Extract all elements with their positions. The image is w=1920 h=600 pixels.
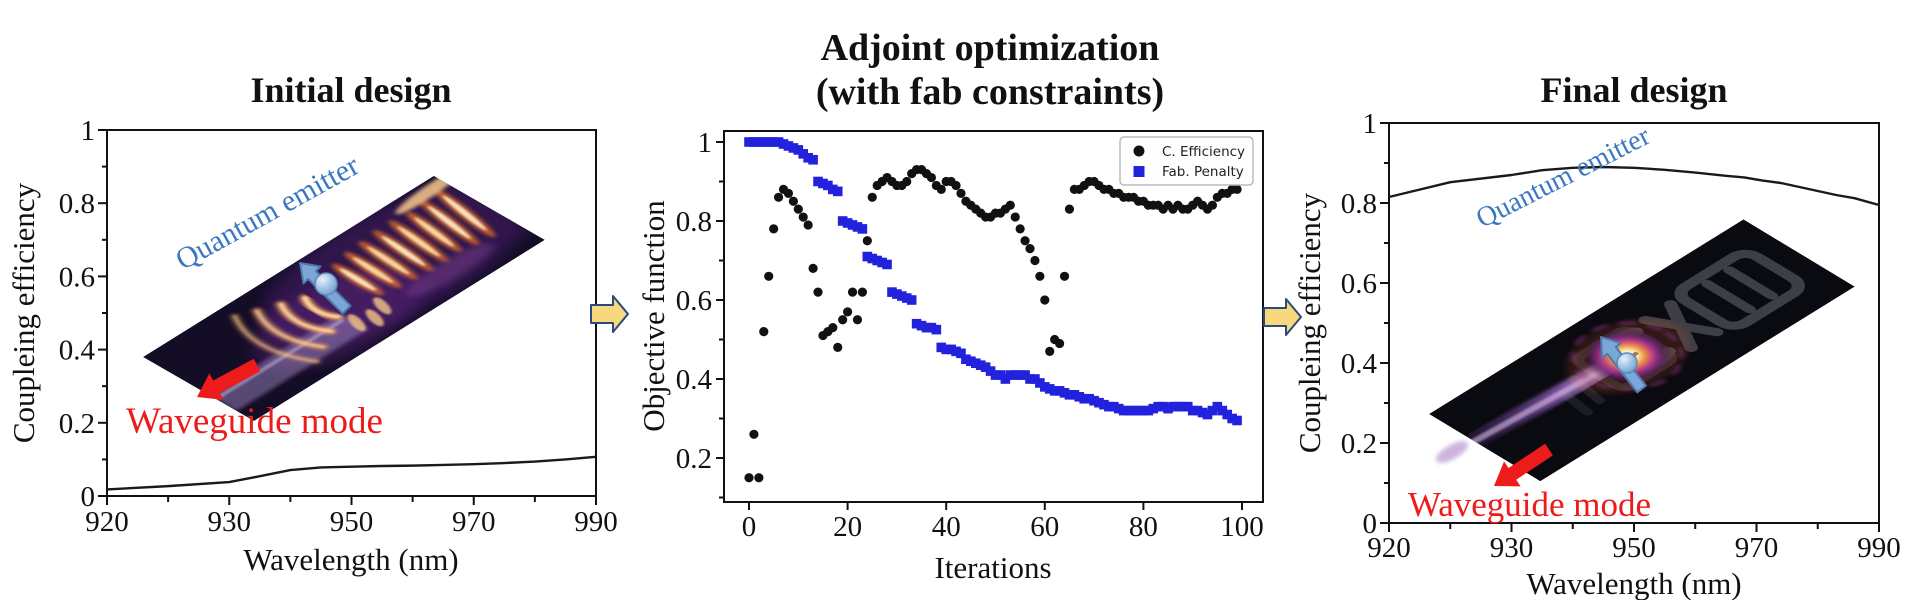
svg-text:1: 1 (81, 115, 96, 147)
svg-text:0.8: 0.8 (1341, 188, 1377, 220)
svg-text:0.2: 0.2 (59, 408, 95, 440)
svg-text:20: 20 (833, 511, 862, 543)
final-title: Final design (1540, 70, 1727, 110)
svg-text:0.8: 0.8 (676, 206, 712, 238)
svg-text:970: 970 (1735, 532, 1779, 564)
legend-label-penalty: Fab. Penalty (1162, 164, 1244, 180)
final-x-axis-label: Wavelength (nm) (1526, 566, 1741, 600)
svg-text:40: 40 (932, 511, 961, 543)
adjoint-x-axis-label: Iterations (934, 550, 1051, 585)
svg-text:0.2: 0.2 (676, 443, 712, 475)
legend-circle-marker-icon (1133, 145, 1145, 157)
final-waveguide-arrow-icon (1494, 443, 1553, 487)
svg-text:80: 80 (1129, 511, 1158, 543)
legend-square-marker-icon (1133, 166, 1145, 177)
svg-text:930: 930 (208, 506, 252, 538)
svg-text:990: 990 (574, 506, 618, 538)
svg-text:0.8: 0.8 (59, 188, 95, 220)
panel-final-design: Final design Coupleing efficiency Wavele… (1292, 70, 1901, 600)
initial-spin-arrow-icon (299, 262, 352, 315)
svg-text:0.4: 0.4 (59, 335, 96, 367)
svg-text:970: 970 (452, 506, 496, 538)
initial-title: Initial design (250, 70, 451, 110)
svg-text:60: 60 (1030, 511, 1059, 543)
svg-text:950: 950 (330, 506, 374, 538)
svg-text:930: 930 (1490, 532, 1534, 564)
final-waveguide-mode-label: Waveguide mode (1408, 485, 1651, 524)
svg-text:0.6: 0.6 (59, 261, 95, 293)
svg-text:1: 1 (1363, 108, 1378, 140)
svg-text:920: 920 (1367, 532, 1411, 564)
svg-text:0.2: 0.2 (1341, 428, 1377, 460)
adjoint-axes: 0.2 0.4 0.6 0.8 1 0 20 40 60 80 100 (676, 127, 1264, 543)
svg-text:0: 0 (742, 511, 757, 543)
quantum-emitter-sphere (1616, 352, 1638, 374)
flow-arrow-icon-1 (590, 295, 629, 333)
svg-text:0.4: 0.4 (1341, 348, 1378, 380)
legend: C. Efficiency Fab. Penalty (1119, 136, 1254, 186)
final-spin-arrow-icon (1600, 336, 1647, 394)
adjoint-title-line2: (with fab constraints) (816, 71, 1164, 113)
final-axes: 0 0.2 0.4 0.6 0.8 1 920 930 950 970 990 (1341, 108, 1901, 564)
svg-text:0.6: 0.6 (676, 285, 712, 317)
svg-text:920: 920 (85, 506, 129, 538)
svg-text:0.4: 0.4 (676, 364, 713, 396)
waveguide-beam-tail (1436, 441, 1468, 463)
panel-adjoint-optimization: Adjoint optimization (with fab constrain… (636, 27, 1264, 585)
legend-label-efficiency: C. Efficiency (1162, 144, 1245, 160)
panel-initial-design: Initial design Coupleing efficiency Wave… (6, 70, 618, 577)
initial-y-axis-label: Coupleing efficiency (6, 182, 41, 443)
initial-axes: 0 0.2 0.4 0.6 0.8 1 920 930 950 970 990 (59, 115, 618, 538)
adjoint-y-axis-label: Objective function (636, 200, 671, 432)
svg-text:0.6: 0.6 (1341, 268, 1377, 300)
svg-text:950: 950 (1612, 532, 1656, 564)
svg-text:0: 0 (81, 481, 96, 513)
initial-waveguide-arrow-icon (197, 358, 261, 400)
svg-text:0: 0 (1363, 508, 1378, 540)
final-y-axis-label: Coupleing efficiency (1292, 192, 1327, 453)
quantum-emitter-sphere (314, 272, 338, 296)
svg-text:990: 990 (1857, 532, 1901, 564)
svg-text:100: 100 (1220, 511, 1264, 543)
adjoint-title-line1: Adjoint optimization (821, 27, 1160, 69)
flow-arrow-icon-2 (1263, 298, 1302, 336)
initial-waveguide-mode-label: Waveguide mode (126, 401, 383, 442)
svg-text:1: 1 (698, 127, 713, 159)
initial-x-axis-label: Wavelength (nm) (243, 542, 458, 577)
